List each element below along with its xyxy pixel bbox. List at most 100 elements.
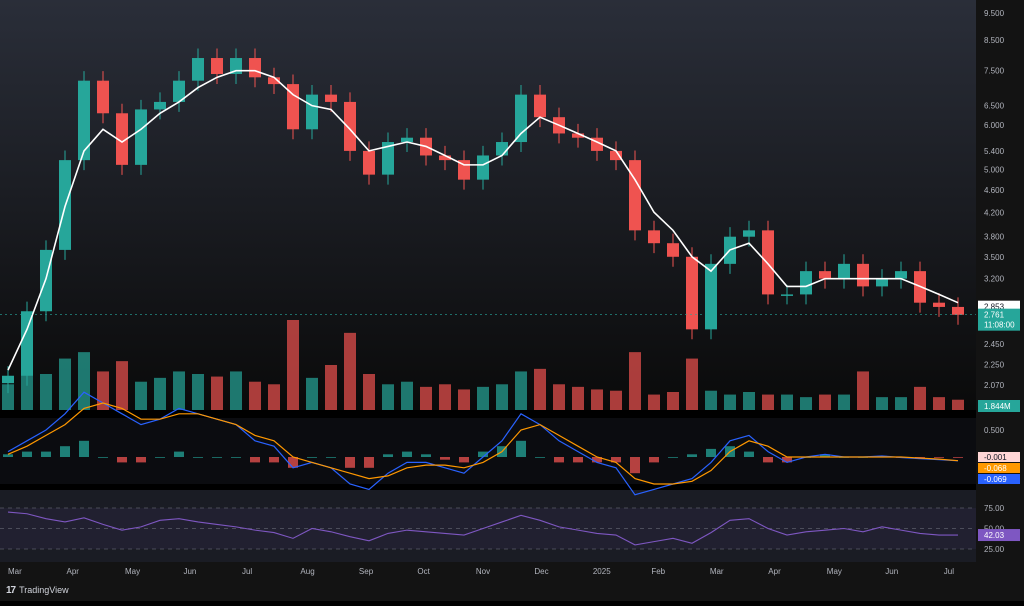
price-tick-label: 3.800 bbox=[984, 233, 1005, 242]
candle-body bbox=[572, 133, 584, 138]
volume-bar bbox=[553, 384, 565, 410]
signal-value-label: -0.068 bbox=[984, 464, 1007, 473]
price-pane bbox=[0, 0, 976, 410]
volume-bar bbox=[610, 390, 622, 410]
candle-body bbox=[515, 94, 527, 143]
volume-bar bbox=[914, 386, 926, 410]
price-tick-label: 3.500 bbox=[984, 253, 1005, 262]
macd-histogram-bar bbox=[535, 457, 545, 458]
candle-body bbox=[325, 94, 337, 102]
volume-bar bbox=[933, 397, 945, 410]
price-tick-label: 2.250 bbox=[984, 361, 1005, 370]
rsi-tick-label: 75.00 bbox=[984, 504, 1005, 513]
macd-histogram-bar bbox=[402, 451, 412, 457]
moving-average-line bbox=[7, 69, 959, 371]
candle-body bbox=[78, 80, 90, 161]
volume-bar bbox=[211, 376, 223, 410]
volume-bar bbox=[325, 365, 337, 410]
time-tick-label: May bbox=[125, 567, 140, 576]
volume-bar bbox=[857, 371, 869, 410]
rsi-tick-label: 50.00 bbox=[984, 525, 1005, 534]
volume-bar bbox=[648, 394, 660, 410]
volume-bar bbox=[230, 371, 242, 410]
price-tick-label: 4.200 bbox=[984, 208, 1005, 217]
volume-bar bbox=[496, 384, 508, 410]
macd-histogram-bar bbox=[953, 457, 963, 458]
time-tick-label: Apr bbox=[768, 567, 781, 576]
rsi-value-label: 42.03 bbox=[984, 531, 1005, 540]
volume-bar bbox=[59, 358, 71, 410]
macd-scale-label: 0.500 bbox=[984, 426, 1005, 435]
tradingview-brand[interactable]: 17 TradingView bbox=[6, 582, 69, 598]
candle-body bbox=[781, 294, 793, 296]
macd-histogram-bar bbox=[592, 457, 602, 463]
candle-body bbox=[496, 142, 508, 156]
candle-body bbox=[287, 84, 299, 130]
candle-body bbox=[268, 77, 280, 85]
price-tick-label: 6.000 bbox=[984, 121, 1005, 130]
rsi-pane bbox=[0, 490, 976, 562]
volume-bar bbox=[477, 386, 489, 410]
macd-histogram-bar bbox=[269, 457, 279, 463]
candle-body bbox=[762, 230, 774, 295]
macd-histogram-bar bbox=[421, 454, 431, 457]
time-tick-label: Nov bbox=[476, 567, 490, 576]
volume-bar bbox=[629, 352, 641, 410]
macd-histogram-bar bbox=[915, 457, 925, 458]
volume-bar bbox=[135, 381, 147, 410]
volume-bar bbox=[97, 371, 109, 410]
volume-group bbox=[2, 320, 964, 410]
macd-histogram-bar bbox=[763, 457, 773, 463]
time-tick-label: Oct bbox=[417, 567, 430, 576]
macd-histogram-bar bbox=[573, 457, 583, 463]
volume-bar bbox=[306, 377, 318, 410]
candle-body bbox=[401, 137, 413, 143]
candle-body bbox=[686, 256, 698, 330]
volume-bar bbox=[344, 332, 356, 410]
macd-histogram-bar bbox=[364, 457, 374, 468]
time-tick-label: Mar bbox=[710, 567, 724, 576]
volume-bar bbox=[838, 394, 850, 410]
macd-histogram-bar bbox=[934, 457, 944, 458]
macd-histogram-bar bbox=[174, 451, 184, 457]
candle-body bbox=[705, 263, 717, 330]
macd-histogram-bar bbox=[687, 454, 697, 457]
macd-histogram-bar bbox=[345, 457, 355, 468]
price-tick-label: 2.450 bbox=[984, 340, 1005, 349]
candle-body bbox=[116, 113, 128, 165]
volume-bar bbox=[458, 389, 470, 410]
candle-body bbox=[477, 155, 489, 180]
volume-bar bbox=[515, 371, 527, 410]
volume-bar bbox=[686, 358, 698, 410]
volume-bar bbox=[382, 384, 394, 410]
volume-bar bbox=[363, 374, 375, 410]
candle-body bbox=[534, 94, 546, 118]
macd-histogram-bar bbox=[649, 457, 659, 463]
candle-body bbox=[97, 80, 109, 114]
candle-body bbox=[154, 101, 166, 110]
volume-bar bbox=[667, 392, 679, 410]
candle-body bbox=[800, 271, 812, 295]
candle-body bbox=[21, 311, 33, 376]
price-tick-label: 4.600 bbox=[984, 186, 1005, 195]
price-tick-label: 5.400 bbox=[984, 147, 1005, 156]
candle-body bbox=[857, 263, 869, 287]
rsi-group bbox=[0, 507, 976, 550]
macd-line-value-tag bbox=[978, 474, 1020, 484]
macd-pane bbox=[0, 418, 976, 484]
candle-body bbox=[667, 243, 679, 257]
time-tick-label: Feb bbox=[651, 567, 665, 576]
macd-histogram-bar bbox=[22, 451, 32, 457]
macd-histogram-bar bbox=[212, 457, 222, 458]
macd-line-value-label: -0.069 bbox=[984, 475, 1007, 484]
volume-bar bbox=[116, 361, 128, 410]
time-tick-label: Dec bbox=[534, 567, 548, 576]
countdown-label: 11:08:00 bbox=[984, 321, 1015, 330]
candle-body bbox=[2, 375, 14, 384]
macd-group bbox=[3, 391, 963, 496]
price-tick-label: 7.500 bbox=[984, 67, 1005, 76]
time-tick-label: Sep bbox=[359, 567, 374, 576]
volume-bar bbox=[420, 386, 432, 410]
candle-body bbox=[876, 278, 888, 287]
